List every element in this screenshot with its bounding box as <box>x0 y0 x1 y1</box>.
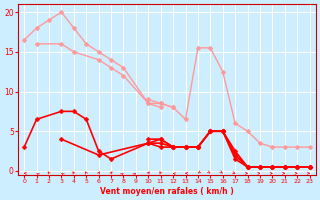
X-axis label: Vent moyen/en rafales ( km/h ): Vent moyen/en rafales ( km/h ) <box>100 187 234 196</box>
